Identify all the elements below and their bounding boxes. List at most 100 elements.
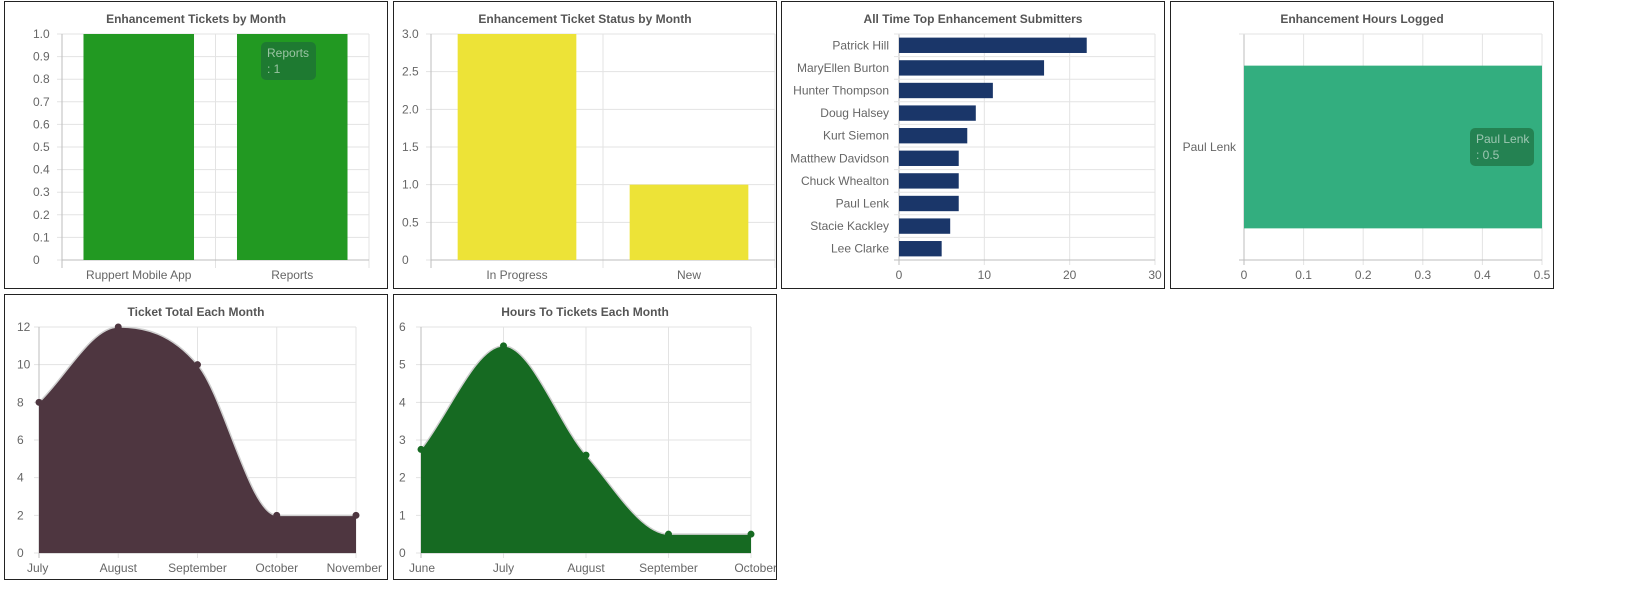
x-tick-label: September xyxy=(168,561,227,575)
y-tick-label: 1.5 xyxy=(402,140,419,154)
y-tick-label: 4 xyxy=(399,395,406,409)
y-tick-label: Doug Halsey xyxy=(820,106,889,120)
y-tick-label: Paul Lenk xyxy=(836,197,890,211)
tooltip-value: : 0.5 xyxy=(1476,148,1500,162)
x-tick-label: Ruppert Mobile App xyxy=(86,268,192,282)
y-tick-label: 1.0 xyxy=(402,178,419,192)
point-june xyxy=(417,445,425,453)
x-tick-label: 0 xyxy=(1241,268,1248,282)
x-tick-label: July xyxy=(27,561,48,575)
chart-title: Hours To Tickets Each Month xyxy=(501,305,669,319)
y-tick-label: 3.0 xyxy=(402,27,419,41)
y-tick-label: 0 xyxy=(402,253,409,267)
y-tick-label: 0.2 xyxy=(33,208,50,222)
tooltip-title: Paul Lenk xyxy=(1476,132,1530,146)
chart-title: Enhancement Tickets by Month xyxy=(106,12,286,26)
x-tick-label: 0.5 xyxy=(1534,268,1551,282)
bar-in-progress xyxy=(457,34,577,260)
y-tick-label: 5 xyxy=(399,358,406,372)
x-tick-label: July xyxy=(493,561,514,575)
point-september xyxy=(194,361,201,369)
bar-ruppert-mobile-app xyxy=(83,34,195,260)
point-july xyxy=(500,342,507,350)
point-september xyxy=(665,530,672,538)
hours-to-tickets-panel: Hours To Tickets Each Month 6 5 4 3 2 1 0 June Ju… xyxy=(393,294,777,580)
x-tick-label: June xyxy=(409,561,435,575)
tooltip-box xyxy=(1470,128,1534,166)
bar-matthew-davidson xyxy=(899,150,959,166)
x-tick-label: 0.1 xyxy=(1295,268,1312,282)
hours-logged-panel: Enhancement Hours Logged 0 0.1 0.2 0.3 0.4 0.5… xyxy=(1170,1,1554,289)
y-tick-label: 0 xyxy=(33,253,40,267)
y-tick-label: 0.8 xyxy=(33,72,50,86)
bar-maryellen-burton xyxy=(899,60,1045,76)
chart-title: Enhancement Hours Logged xyxy=(1280,12,1443,26)
y-tick-label: MaryEllen Burton xyxy=(797,61,889,75)
y-tick-label: 0.5 xyxy=(33,140,50,154)
bar-patrick-hill xyxy=(899,37,1087,53)
y-tick-label: Lee Clarke xyxy=(831,242,889,256)
x-tick-label: 30 xyxy=(1148,268,1162,282)
y-tick-label: 2.5 xyxy=(402,65,419,79)
ticket-total-panel: Ticket Total Each Month 12 10 8 6 4 2 0 July Augu… xyxy=(4,294,388,580)
y-tick-label: Paul Lenk xyxy=(1183,140,1237,154)
y-tick-label: 2 xyxy=(399,471,406,485)
x-tick-label: 0 xyxy=(896,268,903,282)
ticket-status-panel: Enhancement Ticket Status by Month 3.0 2.5… xyxy=(393,1,777,289)
x-tick-label: 0.3 xyxy=(1414,268,1431,282)
x-tick-label: November xyxy=(327,561,382,575)
x-tick-label: October xyxy=(255,561,298,575)
y-tick-label: 3 xyxy=(399,433,406,447)
bar-kurt-siemon xyxy=(899,128,968,144)
y-tick-label: Stacie Kackley xyxy=(810,219,889,233)
bar-paul-lenk xyxy=(899,195,959,212)
y-tick-label: 0 xyxy=(17,546,24,560)
point-october xyxy=(747,530,755,538)
bar-doug-halsey xyxy=(899,105,976,121)
bar-chuck-whealton xyxy=(899,173,959,189)
y-tick-label: 10 xyxy=(17,358,31,372)
y-tick-label: 6 xyxy=(17,433,24,447)
tooltip-box xyxy=(261,42,316,80)
y-tick-label: 0.7 xyxy=(33,95,50,109)
ticket-status-chart: Enhancement Ticket Status by Month 3.0 2.5… xyxy=(402,12,776,282)
x-tick-label: 10 xyxy=(978,268,992,282)
tickets-by-month-chart: Enhancement Tickets by Month 1.0 0.9 0.8 0.7… xyxy=(33,12,370,282)
y-tick-label: 6 xyxy=(399,320,406,334)
y-tick-label: 8 xyxy=(17,395,24,409)
series-line xyxy=(420,345,751,535)
y-tick-label: 1.0 xyxy=(33,27,50,41)
y-tick-label: 12 xyxy=(17,320,31,334)
y-tick-label: 0.5 xyxy=(402,215,419,229)
y-tick-label: Hunter Thompson xyxy=(793,84,889,98)
x-tick-label: August xyxy=(567,561,605,575)
x-tick-label: 0.4 xyxy=(1474,268,1491,282)
y-tick-label: 4 xyxy=(17,471,24,485)
y-tick-label: Chuck Whealton xyxy=(801,174,889,188)
y-tick-label: 2.0 xyxy=(402,102,419,116)
point-august xyxy=(582,451,590,459)
bar-stacie-kackley xyxy=(899,218,951,234)
chart-title: Ticket Total Each Month xyxy=(128,305,265,319)
chart-title: Enhancement Ticket Status by Month xyxy=(478,12,691,26)
area-fill xyxy=(39,327,356,553)
tooltip-value: : 1 xyxy=(267,62,281,76)
tooltip-title: Reports xyxy=(267,46,309,60)
bar-lee-clarke xyxy=(899,241,942,257)
x-tick-label: New xyxy=(677,268,701,282)
x-tick-label: Reports xyxy=(271,268,313,282)
bar-hunter-thompson xyxy=(899,82,993,99)
x-tick-label: 0.2 xyxy=(1355,268,1372,282)
y-tick-label: 0.3 xyxy=(33,185,50,199)
point-october xyxy=(273,511,281,519)
y-tick-label: Patrick Hill xyxy=(832,38,889,52)
top-submitters-chart: All Time Top Enhancement Submitters 0 10 20… xyxy=(790,12,1162,282)
chart-title: All Time Top Enhancement Submitters xyxy=(864,12,1083,26)
y-tick-label: 0.1 xyxy=(33,230,50,244)
tickets-by-month-panel: Enhancement Tickets by Month 1.0 0.9 0.8 0.7… xyxy=(4,1,388,289)
y-tick-label: 0.9 xyxy=(33,50,50,64)
area-fill xyxy=(421,345,751,553)
point-august xyxy=(114,323,122,331)
